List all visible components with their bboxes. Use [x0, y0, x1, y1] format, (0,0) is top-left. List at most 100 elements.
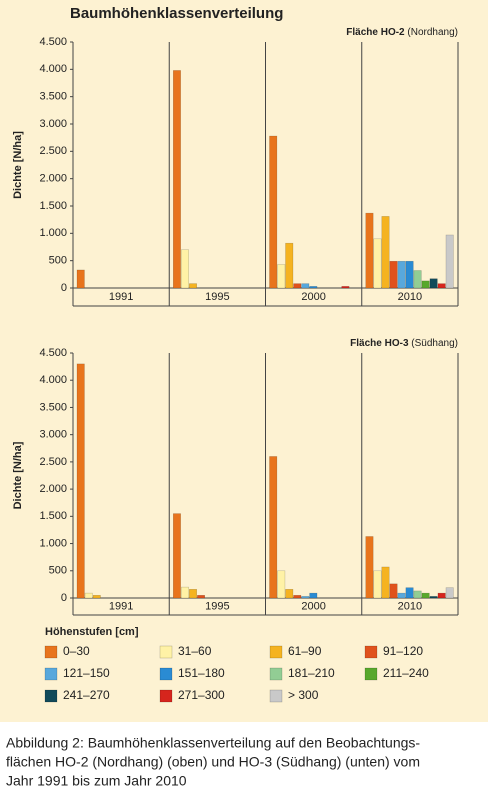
bar [437, 283, 446, 289]
y-tick-label: 2.500 [39, 456, 67, 468]
legend-swatch [44, 689, 58, 703]
bar [197, 595, 205, 599]
y-tick-label: 4.500 [39, 36, 67, 48]
bar [301, 596, 310, 599]
legend-swatch [159, 689, 173, 703]
y-tick-label: 4.000 [39, 374, 67, 386]
bar [173, 513, 181, 599]
bar [277, 570, 286, 599]
y-tick-label: 1.000 [39, 227, 67, 239]
caption-line: Abbildung 2: Baumhöhenklassenverteilung … [6, 735, 420, 751]
bar [413, 590, 422, 599]
x-tick-label: 2010 [398, 600, 422, 612]
bar [189, 589, 197, 599]
bar [301, 283, 310, 289]
y-tick-label: 3.000 [39, 429, 67, 441]
legend-title: Höhenstufen [cm] [45, 626, 139, 638]
bar [269, 456, 278, 599]
legend-swatch [269, 689, 283, 703]
bar [285, 242, 294, 289]
subtitle-text: (Nordhang) [407, 27, 458, 38]
figure-title: Baumhöhenklassenverteilung [70, 5, 283, 22]
bar [173, 70, 181, 289]
bar [421, 592, 430, 599]
legend-swatch [269, 645, 283, 659]
legend-swatch [364, 645, 378, 659]
y-tick-label: 4.000 [39, 63, 67, 75]
legend-label: 211–240 [383, 666, 429, 680]
bar [365, 212, 374, 289]
y-axis-label: Dichte [N/ha] [12, 441, 24, 509]
legend-label: > 300 [288, 688, 319, 702]
y-tick-label: 0 [61, 282, 67, 294]
bar [389, 583, 398, 599]
legend-label: 91–120 [383, 644, 423, 658]
bar [373, 238, 382, 289]
legend-label: 31–60 [178, 644, 212, 658]
subtitle-bold: Fläche HO-3 [350, 338, 409, 349]
x-tick-label: 1991 [109, 291, 133, 303]
bar [429, 596, 438, 599]
caption-line: Jahr 1991 bis zum Jahr 2010 [6, 773, 187, 789]
legend-label: 61–90 [288, 644, 322, 658]
bar [309, 286, 318, 289]
bar [84, 592, 93, 599]
y-axis-label: Dichte [N/ha] [12, 131, 24, 199]
y-tick-label: 4.500 [39, 347, 67, 359]
bar [381, 566, 390, 599]
bar [76, 269, 85, 289]
bar [405, 260, 414, 289]
y-tick-label: 500 [49, 255, 67, 267]
bar [373, 570, 382, 599]
y-tick-label: 3.500 [39, 91, 67, 103]
y-tick-label: 1.000 [39, 537, 67, 549]
legend-label: 241–270 [63, 688, 110, 702]
y-tick-label: 500 [49, 565, 67, 577]
bar [269, 135, 278, 289]
bar [445, 234, 454, 289]
bar [397, 260, 406, 289]
bar [365, 536, 374, 599]
legend-label: 181–210 [288, 666, 335, 680]
y-tick-label: 1.500 [39, 510, 67, 522]
bar [397, 592, 406, 599]
legend-label: 151–180 [178, 666, 225, 680]
bar [181, 249, 189, 289]
legend-swatch [269, 667, 283, 681]
legend-swatch [159, 645, 173, 659]
bar [76, 363, 85, 599]
bar [277, 264, 286, 289]
legend-swatch [364, 667, 378, 681]
y-tick-label: 2.500 [39, 145, 67, 157]
legend-label: 121–150 [63, 666, 110, 680]
x-tick-label: 1995 [205, 291, 229, 303]
subtitle-bold: Fläche HO-2 [346, 27, 405, 38]
y-tick-label: 2.000 [39, 173, 67, 185]
x-tick-label: 1991 [109, 600, 133, 612]
bar [381, 216, 390, 289]
subtitle: Fläche HO-2 (Nordhang) [346, 27, 458, 38]
subtitle-text: (Südhang) [411, 338, 458, 349]
bar [309, 592, 318, 599]
bar [341, 286, 350, 289]
bar [413, 270, 422, 289]
legend-swatch [44, 667, 58, 681]
bar [293, 595, 302, 599]
legend-swatch [44, 645, 58, 659]
bar [421, 280, 430, 289]
y-tick-label: 2.000 [39, 483, 67, 495]
bar [389, 260, 398, 289]
legend-label: 0–30 [63, 644, 90, 658]
bar [285, 589, 294, 599]
bar [189, 283, 197, 289]
bar [445, 587, 454, 599]
bar [405, 587, 414, 599]
y-tick-label: 3.500 [39, 401, 67, 413]
bar [429, 278, 438, 289]
x-tick-label: 2010 [398, 291, 422, 303]
background [0, 0, 488, 722]
legend-swatch [159, 667, 173, 681]
y-tick-label: 0 [61, 592, 67, 604]
subtitle: Fläche HO-3 (Südhang) [350, 338, 458, 349]
